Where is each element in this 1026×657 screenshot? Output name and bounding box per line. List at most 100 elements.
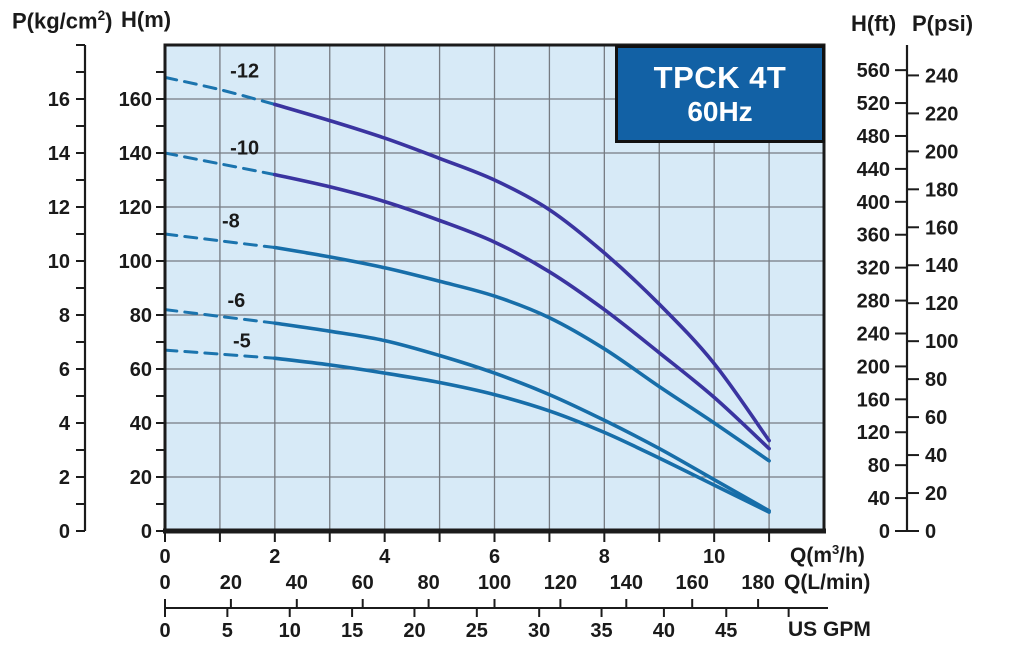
axis-right: 0408012016020024028032036040044048052056…: [857, 45, 958, 543]
q-m3h-tick-label: 6: [489, 546, 500, 568]
h-m-tick-label: 140: [119, 143, 152, 165]
q-lmin-tick-label: 180: [741, 572, 774, 594]
p-psi-tick-label: 60: [925, 407, 947, 429]
p-psi-tick-label: 20: [925, 483, 947, 505]
h-m-tick-label: 40: [130, 413, 152, 435]
p-kgcm2-tick-label: 14: [48, 143, 71, 165]
pump-curve-12-solid: [273, 102, 771, 443]
h-ft-tick-label: 160: [857, 389, 890, 411]
pump-curve-10-solid: [273, 172, 771, 451]
p-kgcm2-tick-label: 4: [59, 413, 71, 435]
h-m-tick-label: 20: [130, 467, 152, 489]
p-kgcm2-tick-label: 8: [59, 305, 70, 327]
h-m-tick-label: 80: [130, 305, 152, 327]
q-lmin-tick-label: 140: [610, 572, 643, 594]
p-kgcm2-tick-label: 6: [59, 359, 70, 381]
h-m-tick-label: 0: [141, 521, 152, 543]
q-lmin-tick-label: 80: [417, 572, 439, 594]
p-kgcm2-tick-label: 2: [59, 467, 70, 489]
h-ft-tick-label: 0: [879, 521, 890, 543]
pump-curve-8-label: -8: [222, 211, 240, 233]
h-ft-tick-label: 320: [857, 258, 890, 280]
h-m-tick-label: 100: [119, 251, 152, 273]
p-psi-tick-label: 200: [925, 141, 958, 163]
axis-title-p-psi: P(psi): [912, 11, 974, 36]
axis-h-m: 0 20 40 60 80 100 120 140 160: [119, 71, 165, 543]
q-m3h-tick-label: 4: [379, 546, 391, 568]
axis-title-p-kgcm2-sup: 2: [97, 8, 106, 23]
q-gpm-tick-label: 30: [528, 620, 550, 642]
pump-curve-8-solid: [273, 245, 771, 463]
axis-title-p-kgcm2-text: P(kg/cm: [12, 8, 98, 34]
h-m-tick-label: 120: [119, 197, 152, 219]
q-gpm-tick-label: 10: [279, 620, 301, 642]
axis-title-p-kgcm2-close: ): [105, 8, 113, 34]
p-psi-tick-label: 140: [925, 255, 958, 277]
pump-curve-5-label: -5: [233, 331, 251, 353]
pump-curve-10-dashed: [163, 151, 277, 177]
axis-title-h-m: H(m): [121, 7, 172, 32]
q-gpm-tick-label: 15: [341, 620, 363, 642]
p-psi-tick-label: 100: [925, 331, 958, 353]
h-ft-tick-label: 80: [868, 455, 890, 477]
pump-curve-5-dashed: [163, 348, 277, 360]
q-gpm-tick-label: 5: [222, 620, 233, 642]
h-ft-tick-label: 120: [857, 422, 890, 444]
pump-curve-5-solid: [273, 356, 771, 514]
p-kgcm2-tick-label: 12: [48, 197, 70, 219]
q-gpm-tick-label: 40: [653, 620, 675, 642]
q-gpm-tick-label: 0: [159, 620, 170, 642]
pump-curve-12-label: -12: [230, 61, 259, 83]
p-psi-tick-label: 120: [925, 293, 958, 315]
axis-title-q-m3h: Q(m3/h): [790, 542, 865, 567]
model-name: TPCK 4T: [653, 60, 787, 95]
q-lmin-tick-label: 120: [544, 572, 577, 594]
h-ft-tick-label: 560: [857, 60, 890, 82]
p-psi-tick-label: 160: [925, 217, 958, 239]
p-psi-tick-label: 80: [925, 369, 947, 391]
axis-title-h-ft: H(ft): [851, 11, 897, 36]
axis-p-kgcm2: 0 2 4 6 8 10 12 14 16: [48, 44, 87, 543]
p-kgcm2-tick-label: 16: [48, 89, 70, 111]
q-m3h-tick-label: 10: [703, 546, 725, 568]
model-title-box: TPCK 4T 60Hz: [615, 45, 825, 143]
axis-title-q-m3h-text: Q(m: [790, 544, 832, 567]
q-m3h-tick-label: 8: [599, 546, 610, 568]
flow-conversion-ruler: 0 20 40 60 80 100 120 140 160 180 0 5 10 15 20 25 30 35 40…: [159, 572, 828, 642]
pump-curve-12-dashed: [163, 75, 277, 106]
p-psi-tick-label: 0: [925, 521, 936, 543]
q-lmin-tick-label: 0: [159, 572, 170, 594]
axis-title-q-m3h-close: /h): [839, 544, 865, 567]
axis-title-q-m3h-sup: 3: [832, 542, 840, 557]
p-psi-tick-label: 180: [925, 179, 958, 201]
q-m3h-tick-label: 2: [269, 546, 280, 568]
h-ft-tick-label: 480: [857, 126, 890, 148]
p-psi-tick-label: 220: [925, 103, 958, 125]
q-m3h-tick-label: 0: [159, 546, 170, 568]
pump-curves: -12 -10 -8 -6 -5: [163, 61, 771, 514]
pump-curve-6-solid: [273, 321, 771, 513]
pump-curve-6-dashed: [163, 308, 277, 325]
p-kgcm2-tick-label: 0: [59, 521, 70, 543]
q-gpm-tick-label: 20: [403, 620, 425, 642]
axis-title-p-kgcm2: P(kg/cm2): [12, 8, 113, 34]
h-ft-tick-label: 520: [857, 93, 890, 115]
p-kgcm2-tick-label: 10: [48, 251, 70, 273]
h-ft-tick-label: 200: [857, 356, 890, 378]
q-gpm-tick-label: 25: [466, 620, 488, 642]
q-lmin-tick-label: 100: [478, 572, 511, 594]
q-lmin-tick-label: 60: [352, 572, 374, 594]
pump-curve-6-label: -6: [227, 290, 245, 312]
p-psi-tick-label: 240: [925, 65, 958, 87]
h-ft-tick-label: 40: [868, 488, 890, 510]
pump-curve-8-dashed: [163, 232, 277, 249]
pump-curve-10-label: -10: [230, 138, 259, 160]
h-m-tick-label: 160: [119, 89, 152, 111]
q-lmin-tick-label: 20: [220, 572, 242, 594]
p-psi-tick-label: 40: [925, 445, 947, 467]
axis-title-q-lmin: Q(L/min): [784, 571, 871, 594]
h-ft-tick-label: 440: [857, 159, 890, 181]
axis-q-m3h: 0 2 4 6 8 10: [159, 533, 771, 568]
